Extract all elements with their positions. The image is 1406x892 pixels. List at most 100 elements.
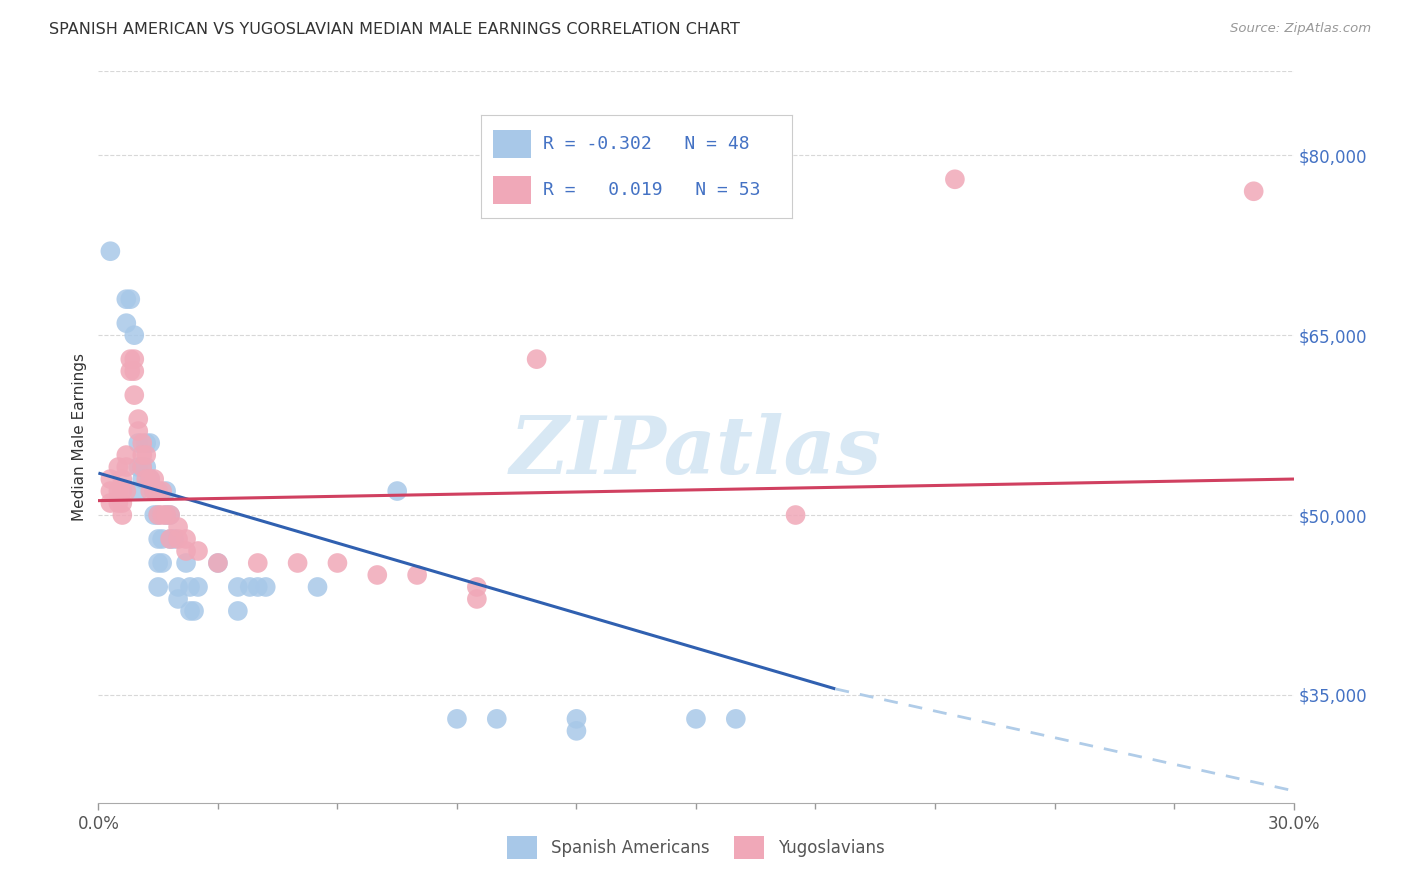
Point <box>785 508 807 522</box>
Point <box>127 483 149 498</box>
Point <box>307 580 329 594</box>
Point <box>143 508 166 522</box>
Point <box>124 364 146 378</box>
Point <box>107 496 129 510</box>
Point <box>167 580 190 594</box>
Point <box>226 604 249 618</box>
Point <box>254 580 277 594</box>
Point <box>150 556 173 570</box>
Point <box>139 472 162 486</box>
Point <box>465 591 488 606</box>
Point <box>465 580 488 594</box>
Point <box>565 712 588 726</box>
Point <box>207 556 229 570</box>
Point <box>131 460 153 475</box>
Point <box>115 460 138 475</box>
Point <box>150 483 173 498</box>
Point <box>159 508 181 522</box>
Point <box>143 483 166 498</box>
Point <box>139 483 162 498</box>
Point <box>155 508 177 522</box>
Point <box>167 532 190 546</box>
Point <box>179 580 201 594</box>
Point <box>131 448 153 462</box>
Point <box>115 483 138 498</box>
Point <box>565 723 588 738</box>
Point <box>179 604 201 618</box>
Text: ZIPatlas: ZIPatlas <box>510 413 882 491</box>
Point <box>135 472 157 486</box>
Point <box>139 436 162 450</box>
Point <box>111 496 134 510</box>
Point <box>111 472 134 486</box>
Point <box>724 712 747 726</box>
Legend: Spanish Americans, Yugoslavians: Spanish Americans, Yugoslavians <box>499 828 893 868</box>
Point <box>148 483 170 498</box>
Point <box>135 448 157 462</box>
Text: Source: ZipAtlas.com: Source: ZipAtlas.com <box>1230 22 1371 36</box>
Point <box>127 436 149 450</box>
Point <box>120 292 142 306</box>
Point <box>155 508 177 522</box>
Point <box>685 712 707 726</box>
Point <box>127 424 149 438</box>
Point <box>159 532 181 546</box>
Point <box>943 172 966 186</box>
Point <box>183 604 205 618</box>
Point <box>135 460 157 475</box>
Point <box>127 412 149 426</box>
Point <box>135 436 157 450</box>
Point <box>174 532 197 546</box>
Point <box>159 532 181 546</box>
Point <box>150 532 173 546</box>
Point <box>111 483 134 498</box>
Point <box>124 388 146 402</box>
Point <box>148 580 170 594</box>
Point <box>124 352 146 367</box>
Point <box>326 556 349 570</box>
Y-axis label: Median Male Earnings: Median Male Earnings <box>72 353 87 521</box>
Point <box>174 544 197 558</box>
Point <box>98 244 122 259</box>
Point <box>163 532 186 546</box>
Point <box>127 460 149 475</box>
Text: SPANISH AMERICAN VS YUGOSLAVIAN MEDIAN MALE EARNINGS CORRELATION CHART: SPANISH AMERICAN VS YUGOSLAVIAN MEDIAN M… <box>49 22 740 37</box>
Point <box>148 532 170 546</box>
Point <box>124 328 146 343</box>
Point <box>115 292 138 306</box>
Point <box>366 568 388 582</box>
Point <box>385 483 409 498</box>
Point <box>406 568 429 582</box>
Point <box>120 352 142 367</box>
Point <box>139 472 162 486</box>
Point <box>526 352 548 367</box>
Point <box>246 580 269 594</box>
Point <box>187 544 209 558</box>
Point <box>159 508 181 522</box>
Point <box>148 508 170 522</box>
Point <box>226 580 249 594</box>
Point <box>207 556 229 570</box>
Point <box>98 496 122 510</box>
Point <box>167 591 190 606</box>
Point <box>485 712 508 726</box>
Point <box>143 483 166 498</box>
Point <box>148 556 170 570</box>
Point <box>98 483 122 498</box>
Point <box>143 472 166 486</box>
Point <box>187 580 209 594</box>
Point <box>446 712 468 726</box>
Point <box>148 508 170 522</box>
Point <box>120 364 142 378</box>
Point <box>287 556 309 570</box>
Point <box>246 556 269 570</box>
Point <box>107 460 129 475</box>
Point <box>174 556 197 570</box>
Point <box>1243 184 1265 198</box>
Point <box>115 448 138 462</box>
Point <box>131 472 153 486</box>
Point <box>98 472 122 486</box>
Point <box>107 483 129 498</box>
Point <box>239 580 262 594</box>
Point <box>115 316 138 330</box>
